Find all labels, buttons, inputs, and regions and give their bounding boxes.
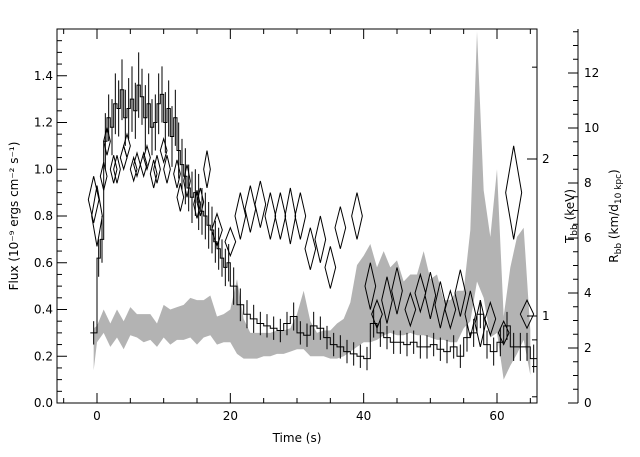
y-axis-label: Flux (10⁻⁹ ergs cm⁻² s⁻¹)	[7, 142, 21, 291]
temperature-diamond	[391, 267, 403, 315]
right-outer-axis-label: Rbb (km/d10 kpc)	[607, 169, 624, 262]
right-outer-axis-subscript: bb	[614, 243, 624, 255]
temperature-diamond	[304, 227, 317, 270]
temperature-diamond	[196, 187, 205, 217]
temperature-diamond	[264, 192, 277, 240]
y-tick-label: 0.2	[34, 349, 53, 363]
right-inner-tick-label: 2	[542, 152, 550, 166]
right-inner-axis-label: Tbb (keV)	[563, 189, 580, 244]
temperature-diamond	[91, 185, 103, 247]
right-outer-tick-label: 12	[584, 66, 599, 80]
y-tick-label: 1.4	[34, 69, 53, 83]
right-inner-axis-unit: (keV)	[563, 189, 577, 224]
temperature-diamond	[109, 155, 118, 184]
temperature-diamond	[224, 226, 237, 258]
right-inner-axis-subscript: bb	[570, 224, 580, 236]
temperature-diamond	[143, 144, 151, 172]
x-ticks: 0 20 40 60	[63, 29, 531, 423]
x-axis-label: Time (s)	[272, 431, 322, 445]
temperature-diamond	[183, 164, 191, 198]
y-tick-label: 1.2	[34, 116, 53, 130]
right-outer-axis-unit-subscript: 10 kpc	[614, 174, 624, 204]
radius-band	[93, 31, 531, 380]
right-outer-tick-label: 2	[584, 341, 592, 355]
temperature-diamond	[87, 176, 100, 224]
temperature-diamond-layer	[87, 127, 535, 348]
right-outer-ticks: 0 2 4 6 8 10 12	[568, 31, 599, 410]
temperature-diamond	[254, 180, 267, 228]
temperature-diamond	[133, 151, 141, 179]
temperature-diamond	[464, 290, 477, 338]
temperature-diamond	[314, 215, 327, 263]
temperature-diamond	[193, 190, 201, 219]
temperature-diamond	[404, 291, 417, 328]
right-outer-tick-label: 4	[584, 286, 592, 300]
temperature-diamond	[123, 132, 131, 160]
temperature-diamond	[414, 272, 427, 314]
temperature-diamond	[244, 185, 257, 233]
temperature-diamond	[364, 262, 377, 310]
temperature-diamond	[139, 151, 148, 179]
y-tick-label: 0.8	[34, 209, 53, 223]
temperature-diamond	[484, 300, 497, 337]
temperature-diamond	[176, 183, 185, 212]
temperature-diamond	[113, 155, 121, 184]
temperature-diamond	[203, 150, 211, 189]
temperature-diamond	[444, 288, 457, 331]
temperature-diamond	[497, 319, 510, 346]
y-tick-label: 0.4	[34, 303, 53, 317]
right-outer-tick-label: 6	[584, 231, 592, 245]
right-outer-tick-label: 10	[584, 121, 599, 135]
temperature-diamond	[505, 145, 523, 240]
temperature-diamond	[371, 298, 383, 330]
temperature-diamond	[99, 162, 108, 191]
y-tick-label: 0.6	[34, 256, 53, 270]
x-tick-label: 60	[489, 409, 504, 423]
temperature-diamond	[103, 127, 111, 156]
temperature-diamond	[149, 159, 158, 189]
temperature-diamond	[159, 137, 168, 165]
right-inner-ticks: 12	[527, 66, 550, 398]
right-outer-axis-unit-close: )	[607, 169, 621, 174]
temperature-diamond	[381, 276, 393, 324]
temperature-diamond	[324, 246, 337, 289]
temperature-diamond	[274, 192, 287, 240]
radius-band-layer	[93, 31, 531, 380]
x-tick-label: 0	[93, 409, 101, 423]
temperature-diamond	[211, 212, 223, 249]
temperature-diamond	[163, 155, 171, 184]
temperature-diamond	[434, 281, 447, 329]
y-tick-label: 1.0	[34, 162, 53, 176]
right-outer-axis-symbol: R	[607, 254, 621, 262]
right-outer-tick-label: 8	[584, 176, 592, 190]
y-ticks: 0.0 0.2 0.4 0.6 0.8 1.0 1.2 1.4	[34, 40, 67, 410]
right-inner-tick-label: 1	[542, 309, 550, 323]
temperature-diamond	[153, 155, 161, 184]
temperature-diamond	[284, 187, 297, 245]
temperature-diamond	[294, 192, 307, 240]
temperature-diamond	[173, 159, 181, 189]
x-tick-label: 40	[356, 409, 371, 423]
temperature-diamond	[351, 192, 363, 240]
temperature-diamond	[334, 206, 347, 249]
temperature-diamond	[129, 155, 138, 183]
y-tick-label: 0.0	[34, 396, 53, 410]
right-inner-axis-symbol: T	[563, 235, 577, 244]
temperature-diamond	[519, 298, 535, 330]
x-tick-label: 20	[223, 409, 238, 423]
temperature-diamond	[234, 192, 247, 240]
temperature-diamond	[424, 271, 437, 319]
temperature-diamond	[474, 300, 487, 348]
right-outer-axis-unit-open: (km/d	[607, 204, 621, 243]
temperature-diamond	[454, 269, 467, 317]
right-outer-tick-label: 0	[584, 396, 592, 410]
